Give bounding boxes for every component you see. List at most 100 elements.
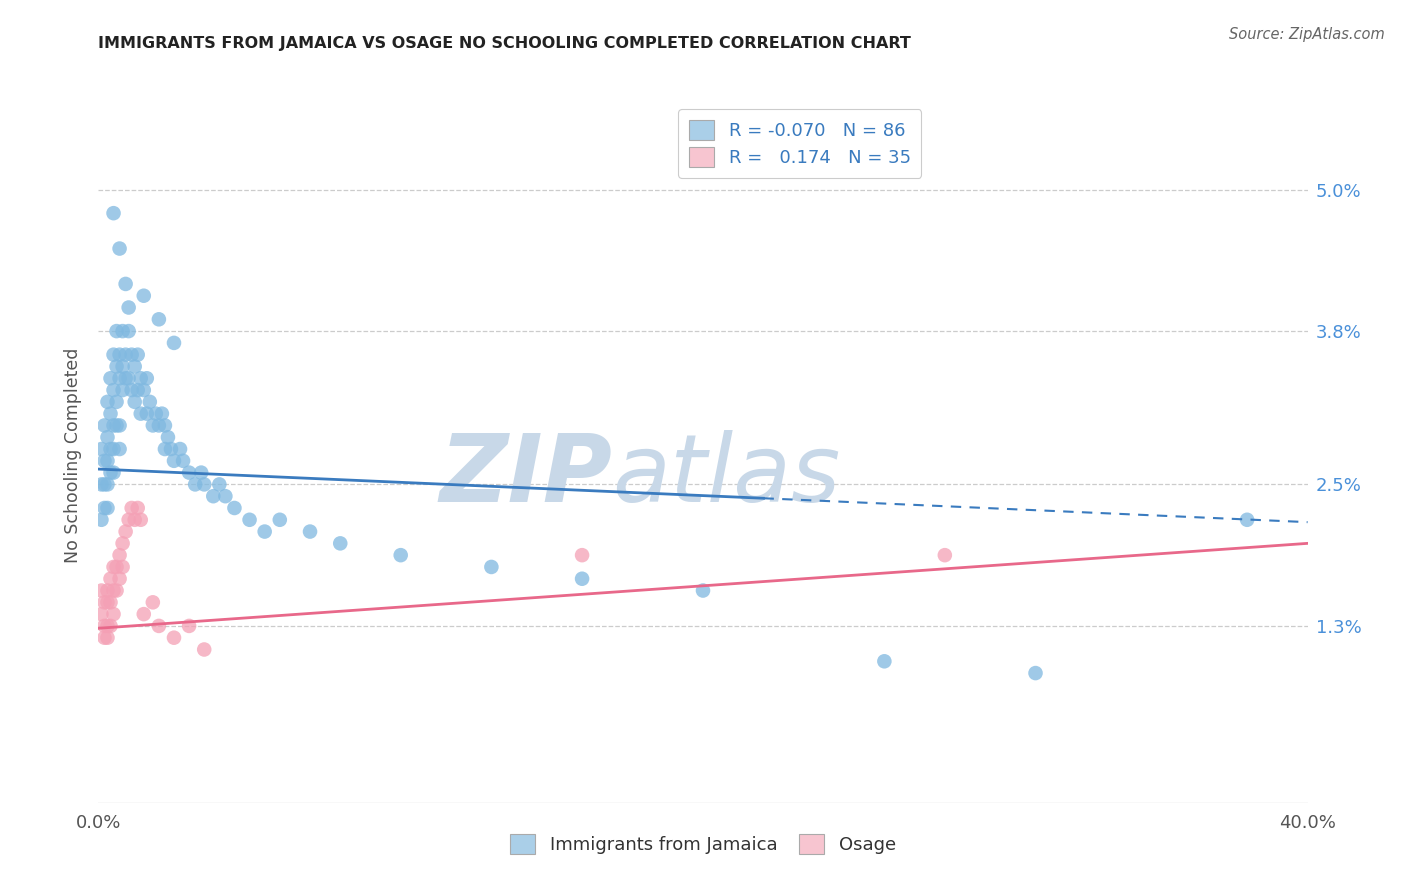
Point: [96, 500, 118, 515]
Point: [114, 277, 136, 291]
Point: [100, 572, 122, 586]
Point: [93, 454, 115, 468]
Point: [163, 335, 186, 350]
Point: [160, 442, 183, 456]
Point: [129, 513, 152, 527]
Point: [299, 524, 322, 539]
Point: [135, 407, 157, 421]
Point: [111, 383, 134, 397]
Point: [169, 442, 191, 456]
Point: [571, 548, 593, 562]
Point: [100, 407, 122, 421]
Point: [100, 466, 122, 480]
Point: [90, 583, 112, 598]
Point: [135, 371, 157, 385]
Point: [127, 348, 149, 362]
Point: [93, 595, 115, 609]
Point: [114, 371, 136, 385]
Text: ZIP: ZIP: [440, 430, 613, 522]
Point: [124, 395, 146, 409]
Point: [105, 418, 128, 433]
Point: [121, 500, 143, 515]
Point: [90, 607, 112, 621]
Text: atlas: atlas: [613, 430, 841, 521]
Point: [90, 477, 112, 491]
Point: [148, 418, 170, 433]
Text: IMMIGRANTS FROM JAMAICA VS OSAGE NO SCHOOLING COMPLETED CORRELATION CHART: IMMIGRANTS FROM JAMAICA VS OSAGE NO SCHO…: [98, 36, 911, 51]
Point: [93, 500, 115, 515]
Point: [153, 418, 176, 433]
Point: [111, 324, 134, 338]
Point: [121, 383, 143, 397]
Point: [132, 607, 155, 621]
Point: [163, 454, 186, 468]
Point: [118, 513, 141, 527]
Point: [873, 654, 896, 668]
Point: [100, 595, 122, 609]
Point: [103, 348, 125, 362]
Point: [121, 348, 143, 362]
Point: [96, 631, 118, 645]
Point: [934, 548, 956, 562]
Point: [184, 477, 207, 491]
Point: [153, 442, 176, 456]
Point: [105, 324, 128, 338]
Point: [118, 324, 141, 338]
Point: [103, 442, 125, 456]
Point: [96, 619, 118, 633]
Point: [208, 477, 231, 491]
Point: [142, 418, 165, 433]
Point: [124, 513, 146, 527]
Point: [108, 572, 131, 586]
Point: [96, 395, 118, 409]
Point: [103, 466, 125, 480]
Point: [108, 371, 131, 385]
Point: [179, 619, 201, 633]
Point: [105, 583, 128, 598]
Text: Source: ZipAtlas.com: Source: ZipAtlas.com: [1229, 27, 1385, 42]
Point: [108, 242, 131, 256]
Point: [150, 407, 173, 421]
Point: [118, 371, 141, 385]
Point: [269, 513, 291, 527]
Point: [90, 442, 112, 456]
Point: [114, 348, 136, 362]
Point: [148, 619, 170, 633]
Point: [145, 407, 167, 421]
Point: [172, 454, 194, 468]
Point: [105, 359, 128, 374]
Point: [103, 418, 125, 433]
Point: [105, 560, 128, 574]
Point: [103, 560, 125, 574]
Point: [93, 477, 115, 491]
Point: [1024, 666, 1046, 681]
Point: [96, 477, 118, 491]
Point: [96, 595, 118, 609]
Point: [481, 560, 503, 574]
Point: [96, 454, 118, 468]
Point: [108, 418, 131, 433]
Y-axis label: No Schooling Completed: No Schooling Completed: [65, 347, 83, 563]
Point: [108, 442, 131, 456]
Point: [105, 395, 128, 409]
Point: [127, 500, 149, 515]
Point: [127, 383, 149, 397]
Point: [90, 513, 112, 527]
Point: [93, 631, 115, 645]
Point: [124, 359, 146, 374]
Point: [118, 301, 141, 315]
Point: [571, 572, 593, 586]
Point: [93, 418, 115, 433]
Point: [129, 407, 152, 421]
Point: [96, 430, 118, 444]
Point: [193, 642, 215, 657]
Point: [163, 631, 186, 645]
Point: [111, 536, 134, 550]
Point: [108, 548, 131, 562]
Point: [132, 289, 155, 303]
Point: [692, 583, 714, 598]
Point: [103, 607, 125, 621]
Point: [239, 513, 262, 527]
Point: [148, 312, 170, 326]
Point: [103, 583, 125, 598]
